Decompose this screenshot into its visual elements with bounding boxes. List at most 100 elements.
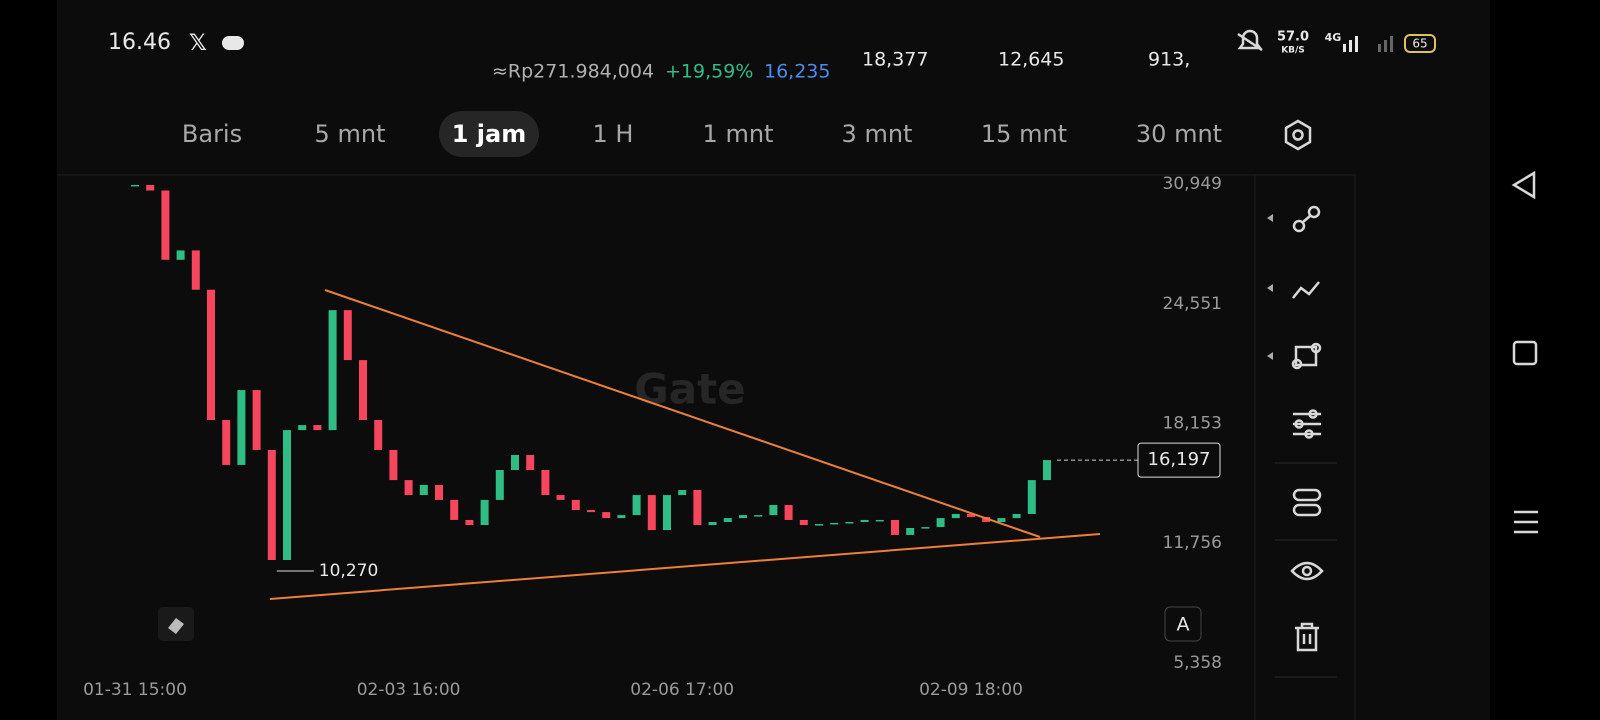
battery-level: 65 (1412, 37, 1427, 51)
candle (663, 495, 671, 531)
y-tick-label: 30,949 (1163, 174, 1222, 194)
candle (298, 425, 307, 431)
candle (343, 310, 352, 361)
trend-tool[interactable] (1292, 205, 1321, 233)
trendline (324, 289, 1041, 538)
price-idr: ≈Rp271.984,004 (492, 61, 654, 83)
nav-home[interactable] (1512, 340, 1538, 366)
y-tick-label: 18,153 (1163, 414, 1222, 434)
candle (860, 519, 869, 523)
candle (389, 449, 398, 481)
candle (283, 430, 291, 561)
candle (328, 310, 337, 431)
candle (161, 190, 170, 260)
candle (146, 184, 155, 191)
tab[interactable]: 1 jam (452, 120, 526, 148)
low-marker-label: 10,270 (319, 561, 378, 581)
layout-tool[interactable] (1292, 488, 1322, 517)
auto-scale-button[interactable] (1164, 606, 1202, 642)
shape-tool[interactable] (1291, 342, 1322, 370)
candle (571, 499, 580, 511)
candle (799, 519, 808, 526)
signal-icon-2 (1378, 36, 1393, 52)
drawing-tool-icon (168, 618, 184, 634)
nav-menu[interactable] (1514, 510, 1538, 534)
candle (951, 513, 960, 519)
candle (982, 516, 991, 523)
signal-icon (1343, 36, 1358, 52)
battery (1404, 34, 1436, 53)
app-background (57, 0, 1490, 720)
candle (176, 250, 185, 260)
candle (647, 495, 656, 531)
candle (252, 390, 261, 450)
toolbar (1267, 205, 1337, 678)
x-tick-label: 02-09 18:00 (919, 680, 1023, 700)
x-tick-label: 02-06 17:00 (630, 680, 734, 700)
candle (191, 250, 200, 290)
candle (967, 513, 975, 517)
tab[interactable]: 1 mnt (703, 120, 774, 148)
visibility-tool[interactable] (1290, 561, 1324, 581)
trendline (269, 533, 1101, 600)
candle (1043, 460, 1051, 481)
network-type: 4G (1325, 31, 1342, 44)
auto-scale-label: A (1177, 614, 1190, 636)
candle (739, 515, 747, 519)
candle (480, 499, 489, 526)
candle (237, 390, 246, 465)
candle (936, 518, 945, 528)
tab[interactable]: 3 mnt (842, 120, 913, 148)
candle (845, 522, 854, 524)
price-change: +19,59% (665, 61, 753, 83)
candle (465, 519, 474, 526)
indicator-tool[interactable] (1293, 409, 1321, 439)
candle (495, 469, 504, 500)
tab[interactable]: 5 mnt (315, 120, 386, 148)
plot: 5,358 11,756 18,153 24,551 30,949 01-31 15:00… (83, 174, 1222, 700)
net-speed-unit: KB/S (1281, 46, 1305, 56)
candle (602, 512, 611, 519)
candle (207, 289, 215, 421)
candle (313, 425, 322, 431)
tab[interactable]: 30 mnt (1136, 120, 1222, 148)
watermark: Gate (634, 365, 745, 414)
candle (131, 184, 139, 187)
candle (891, 519, 899, 535)
y-tick-label: 5,358 (1173, 653, 1222, 673)
last-price-box (1137, 442, 1221, 478)
clock: 16.46 (108, 30, 171, 55)
candle (678, 490, 687, 496)
settings-icon[interactable] (1284, 119, 1312, 151)
stat: 18,377 (862, 49, 928, 71)
candle (830, 522, 839, 525)
candle (511, 455, 519, 470)
last-price-label: 16,197 (1148, 449, 1211, 470)
candle (997, 518, 1006, 523)
candle (541, 469, 550, 496)
nav-back[interactable] (1511, 170, 1536, 200)
candle (359, 360, 367, 421)
delete-tool[interactable] (1295, 622, 1319, 652)
app-icon (222, 36, 244, 50)
candle (222, 420, 231, 465)
stat: 913, (1148, 49, 1190, 71)
tab[interactable]: Baris (182, 120, 242, 148)
x-tick-label: 02-03 16:00 (357, 680, 461, 700)
candle (921, 527, 930, 529)
y-tick-label: 11,756 (1163, 533, 1222, 553)
candle (708, 522, 717, 526)
candle (754, 515, 763, 517)
fib-tool[interactable] (1292, 281, 1320, 299)
candle (769, 504, 778, 516)
candle (1027, 480, 1036, 514)
candle (526, 455, 535, 470)
net-speed: 57.0 (1277, 30, 1309, 45)
tab[interactable]: 15 mnt (981, 120, 1067, 148)
tab[interactable]: 1 H (593, 120, 634, 148)
candle (435, 484, 443, 500)
candle (784, 504, 793, 520)
candle (693, 490, 702, 526)
active-tab-pill (439, 111, 539, 157)
